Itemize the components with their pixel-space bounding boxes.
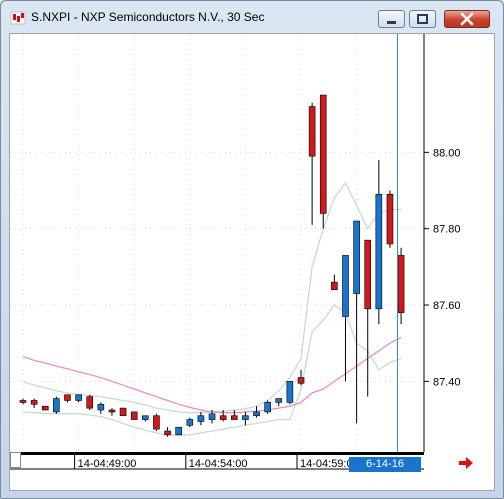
candle-up [342, 255, 349, 317]
candle-down [153, 415, 160, 430]
candle-down [230, 415, 238, 420]
y-tick-label: 87.60 [433, 300, 461, 312]
candle-down [319, 94, 327, 214]
candle-up [97, 403, 105, 411]
candle-up [75, 394, 82, 401]
candle-up [197, 415, 205, 422]
x-tick-label: 14-04:59:00 [300, 458, 359, 470]
candle-up [286, 381, 294, 403]
title-bar[interactable]: S.NXPI - NXP Semiconductors N.V., 30 Sec [1, 1, 503, 33]
candle-down [164, 430, 171, 436]
candle-up [242, 415, 249, 420]
close-button[interactable] [444, 10, 490, 28]
minimize-icon [387, 21, 396, 24]
candle-down [30, 400, 38, 405]
x-tick-label: 14-04:54:00 [189, 458, 248, 470]
candle-up [353, 220, 360, 294]
candle-up [253, 411, 260, 417]
candle-up [375, 194, 383, 310]
y-tick-label: 88.00 [433, 147, 461, 159]
scroll-right-arrow-icon[interactable] [458, 456, 474, 470]
candle-up [53, 398, 60, 413]
candle-up [142, 415, 149, 420]
candle-down [64, 394, 71, 401]
candle-up [208, 413, 216, 420]
maximize-button[interactable] [409, 10, 436, 28]
candlestick-app-icon [10, 11, 26, 25]
candle-down [297, 377, 305, 384]
candle-down [130, 411, 138, 420]
candle-down [219, 415, 227, 420]
candle-down [386, 194, 394, 245]
candle-up [264, 402, 271, 413]
x-tick-label: 14-04:49:00 [78, 458, 137, 470]
candle-up [175, 426, 182, 436]
minimize-button[interactable] [378, 10, 405, 28]
candle-down [331, 281, 338, 291]
close-icon [460, 12, 474, 26]
window-title: S.NXPI - NXP Semiconductors N.V., 30 Sec [31, 10, 265, 24]
candle-up [186, 419, 194, 426]
moving-average-line [22, 336, 402, 414]
candle-down [19, 400, 27, 403]
candle-down [108, 409, 116, 413]
candle-up [275, 398, 283, 403]
y-tick-label: 87.80 [433, 224, 461, 236]
y-tick-label: 87.40 [433, 376, 461, 388]
candle-down [364, 239, 372, 310]
x-axis-bar [10, 452, 424, 455]
candle-down [86, 396, 94, 409]
candle-down [397, 255, 405, 313]
candle-down [41, 405, 49, 411]
candle-down [308, 106, 316, 157]
lower-band-line [22, 304, 402, 437]
maximize-icon [417, 14, 428, 24]
chart-corner-box[interactable] [10, 452, 21, 468]
cursor-datetime-label: 6-14-16 22:34:00 [349, 457, 421, 485]
candle-down [119, 407, 127, 417]
